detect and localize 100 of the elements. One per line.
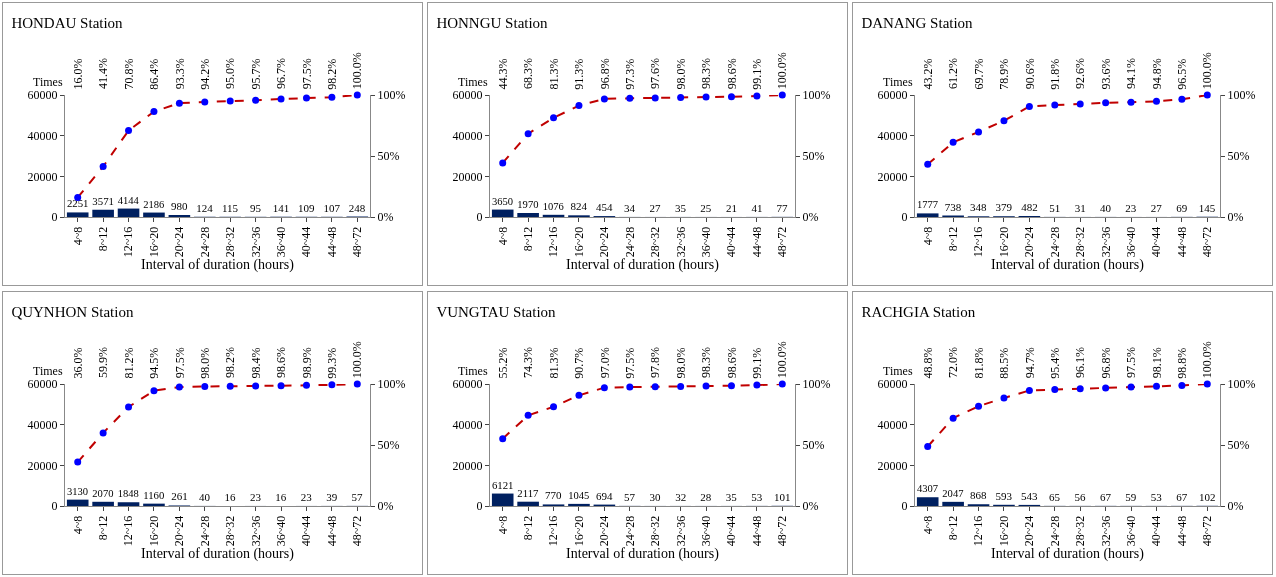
point [1178,95,1186,103]
x-tick-label: 40~44 [724,226,739,258]
y2-tick-label: 100% [802,88,831,103]
x-tick-label: 44~48 [749,226,764,258]
y2-tick-label: 100% [377,88,406,103]
data-label: 41 [751,201,763,214]
data-label: 1160 [143,488,165,501]
data-label: 88.5% [997,347,1012,379]
data-label: 97.5% [299,58,314,90]
data-label: 1848 [117,488,139,500]
data-label: 51 [1049,201,1061,214]
y-tick-label: 40000 [452,417,483,432]
data-label: 69 [1176,201,1188,214]
y-tick-label: 0 [901,499,908,514]
data-label: 100.0% [775,52,790,90]
point [99,429,107,437]
y2-tick-label: 50% [802,438,825,453]
data-label: 97.5% [172,347,187,379]
data-label: 2251 [66,197,89,210]
data-label: 94.1% [1124,57,1139,89]
x-tick-label: 8~12 [96,226,111,252]
y-tick-label: 40000 [27,128,58,143]
x-tick-label: 48~72 [350,226,365,258]
data-label: 59 [1125,490,1137,503]
chart-title: QUYNHON Station [11,303,134,320]
data-label: 57 [624,490,636,503]
data-label: 100.0% [775,341,790,379]
point [328,93,336,101]
point [328,381,336,389]
x-tick-label: 44~48 [1174,226,1189,258]
y2-tick-label: 100% [377,377,406,392]
x-tick-label: 24~28 [1047,226,1062,258]
x-tick-label: 24~28 [1047,515,1062,547]
y-tick-label: 0 [51,210,58,225]
data-label: 98.1% [1149,347,1164,379]
data-label: 78.9% [997,58,1012,90]
y2-tick-label: 0% [1227,499,1244,514]
y2-tick-label: 50% [377,149,400,164]
data-label: 102 [1199,490,1216,503]
x-tick-label: 24~28 [622,226,637,258]
data-label: 3650 [491,195,514,207]
point [125,127,133,135]
x-tick-label: 12~16 [121,226,136,258]
x-tick-label: 48~72 [350,515,365,547]
data-label: 2070 [92,487,114,499]
x-tick-label: 36~40 [698,226,713,258]
data-label: 92.6% [1073,58,1088,90]
data-label: 100.0% [1200,341,1215,379]
data-label: 61.2% [946,57,961,89]
x-tick-label: 16~20 [571,226,586,258]
data-label: 98.0% [673,58,688,90]
point [753,92,761,100]
data-label: 454 [595,201,613,214]
x-tick-label: 8~12 [521,226,536,252]
x-tick-label: 28~32 [1073,515,1088,547]
point [1152,97,1160,105]
bar [517,212,539,217]
y2-tick-label: 0% [802,210,819,225]
data-label: 95.7% [248,58,263,90]
point [302,94,310,102]
x-tick-label: 16~20 [996,226,1011,258]
x-tick-label: 36~40 [1123,515,1138,547]
point [1000,117,1008,125]
point [1000,394,1008,402]
point [302,381,310,389]
x-tick-label: 28~32 [648,515,663,547]
data-label: 98.6% [724,347,739,379]
data-label: 101 [774,490,791,503]
x-tick-label: 28~32 [223,515,238,547]
x-tick-label: 32~36 [673,515,688,547]
data-label: 98.2% [223,347,238,379]
y-tick-label: 40000 [877,128,908,143]
y-tick-label: 0 [51,499,58,514]
x-tick-label: 16~20 [146,226,161,258]
x-tick-label: 36~40 [273,226,288,258]
data-label: 93.3% [172,58,187,90]
data-label: 145 [1198,201,1216,214]
x-tick-label: 16~20 [571,515,586,547]
point [226,382,234,390]
x-tick-label: 44~48 [1174,515,1189,547]
x-tick-label: 36~40 [273,515,288,547]
x-tick-label: 20~24 [1022,226,1037,258]
x-tick-label: 28~32 [223,226,238,258]
point [353,91,361,99]
x-tick-label: 8~12 [96,515,111,541]
data-label: 100.0% [1200,52,1215,90]
data-label: 868 [970,489,988,502]
data-label: 98.0% [673,347,688,379]
y2-tick-label: 50% [377,438,400,453]
point [1178,381,1186,389]
point [651,94,659,102]
point [1203,91,1211,99]
x-tick-label: 12~16 [971,226,986,258]
y-axis-title: Times [458,75,488,89]
y-axis-title: Times [33,75,63,89]
point [1152,382,1160,390]
data-label: 95 [249,201,262,214]
data-label: 248 [348,201,366,214]
data-label: 48.8% [920,347,935,379]
x-tick-label: 20~24 [172,515,187,547]
